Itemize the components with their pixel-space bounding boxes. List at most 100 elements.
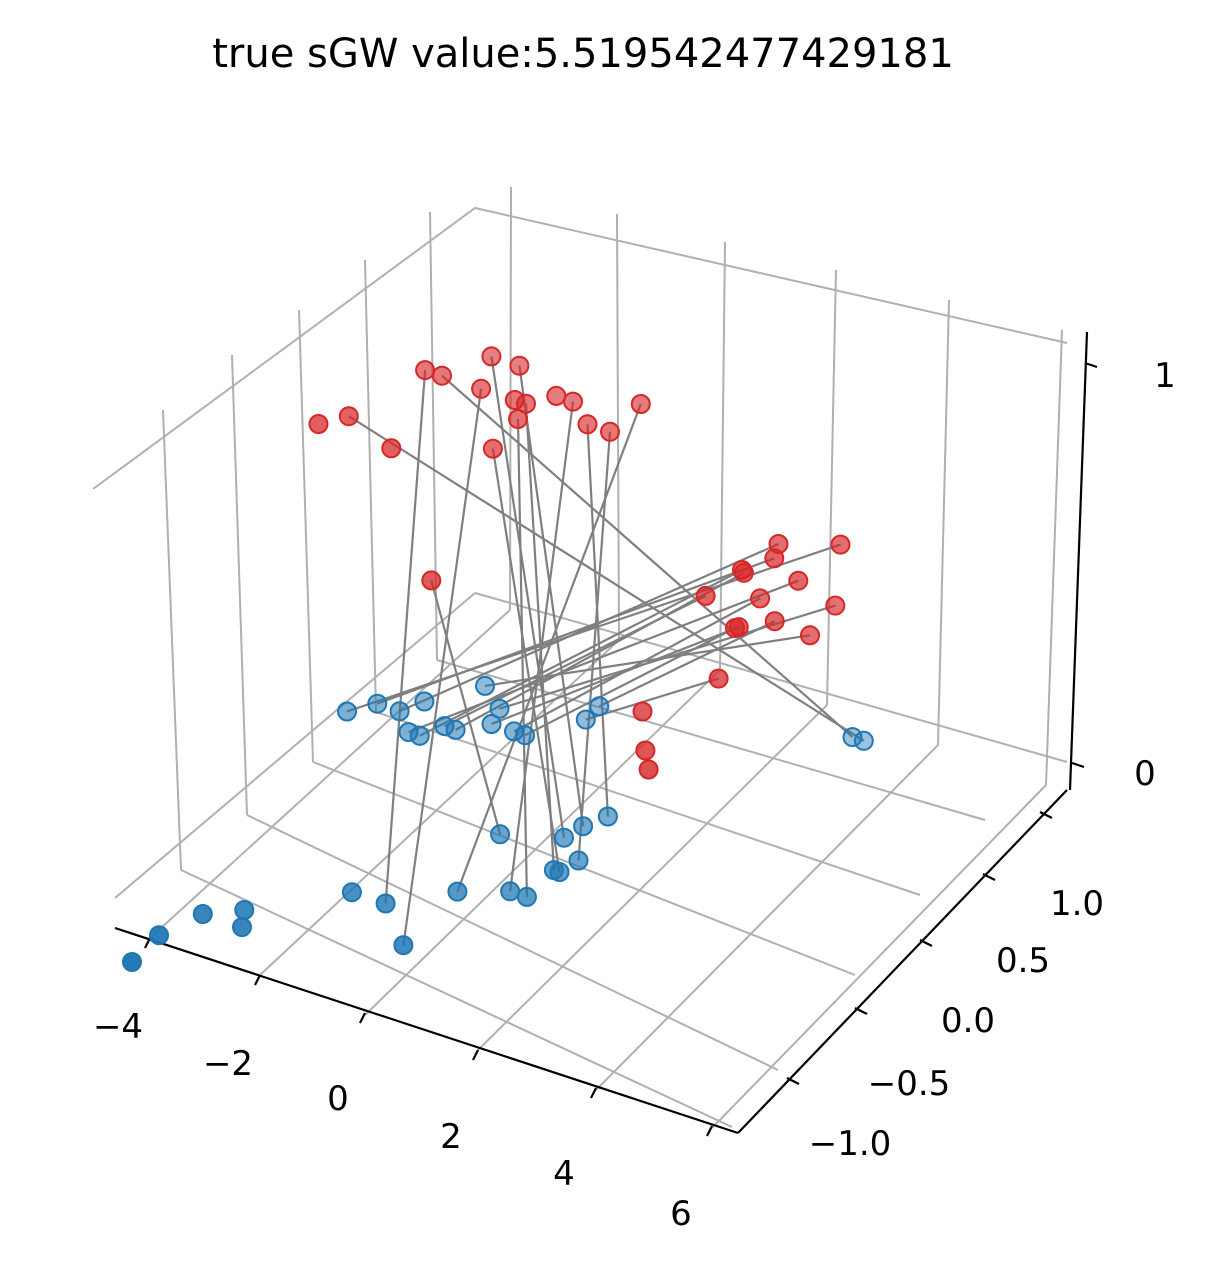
y-tick-label: 0.5 [996,941,1050,981]
x-tick-mark [472,1049,479,1061]
source-point [475,675,495,696]
target-point [638,759,659,780]
match-lines [346,356,865,946]
target-point [800,625,820,646]
source-point [414,691,435,712]
z-tick-mark [1084,361,1098,369]
source-point [500,881,521,902]
target-point [546,385,567,406]
source-point [481,714,502,734]
grid-line [259,639,620,976]
match-line [408,579,799,734]
grid-line [595,744,939,1091]
target-point [632,701,653,722]
target-point [733,562,754,583]
source-point [445,719,466,740]
source-point [393,935,414,956]
match-line [399,542,779,713]
target-point [825,595,846,616]
target-point [381,438,402,459]
x-tick-mark [359,1012,366,1024]
y-tick-label: −1.0 [809,1124,892,1164]
y-tick-label: −0.5 [868,1064,951,1104]
z-tick-mark [1071,761,1085,769]
x-tick-mark [706,1125,713,1137]
grid-line [246,814,779,1071]
target-point [481,346,502,367]
target-point [308,414,329,434]
grid-line [149,609,511,939]
target-point [600,421,620,442]
z-tick-label: 1 [1154,356,1176,396]
match-line [441,374,854,738]
y-tick-mark [1039,811,1053,819]
match-line [586,424,609,817]
match-line [348,415,865,742]
match-line [585,677,719,721]
target-point [830,534,851,555]
source-point [337,701,357,722]
match-line [346,543,841,713]
target-point [630,394,651,414]
source-point [232,917,252,938]
match-line [513,597,761,733]
x-tick-label: 6 [670,1194,692,1234]
target-point [338,406,359,427]
grid-line [429,211,438,661]
source-point [122,952,142,972]
match-line [456,403,642,892]
chart-title: true sGW value:5.519542477429181 [212,31,954,77]
source-point [597,806,618,827]
source-point [515,725,536,746]
y-tick-mark [786,1077,800,1085]
scatter-points [122,346,874,972]
target-point [635,740,656,761]
source-point [192,904,213,924]
x-tick-label: −4 [93,1007,143,1047]
target-point [421,570,442,591]
grid-line [298,309,314,763]
source-point [489,698,510,719]
source-point [842,727,863,748]
x-tick-label: 0 [327,1079,349,1119]
source-point [341,882,362,903]
y-tick-mark [854,1007,868,1015]
target-point [750,588,771,609]
pane-left-floor-edge [114,592,476,899]
source-point [575,709,596,730]
y-tick-label: 1.0 [1050,884,1104,924]
match-line [430,580,502,835]
y-tick-mark [982,873,996,881]
target-point [415,360,436,381]
target-point [788,570,809,591]
z-tick-label: 0 [1134,754,1156,794]
axes: −4 −2 0 2 4 6 −1.0 −0.5 0.0 0.5 1.0 0 1 [93,331,1176,1234]
y-tick-mark [919,939,933,947]
target-point [577,414,598,435]
match-line [524,403,555,871]
match-line [491,448,561,873]
y-tick-label: 0.0 [941,1001,995,1041]
target-point [432,365,452,386]
target-point [764,611,785,632]
x-tick-label: 2 [440,1117,462,1157]
target-point [509,355,530,376]
y-axis-line [737,789,1068,1134]
grid-line [719,241,726,671]
x-tick-mark [254,974,261,986]
x-tick-label: −2 [203,1044,253,1084]
pane-back-edge [92,206,1068,490]
match-line [518,365,585,827]
x-tick-mark [144,937,151,949]
grid-line [180,869,733,1128]
pane-floor-edge [474,592,1068,763]
target-point [508,409,528,429]
source-point [367,693,388,714]
source-point [389,701,410,722]
grid-line [1045,329,1063,786]
match-line [484,634,811,687]
x-axis-line [114,926,739,1135]
source-point [573,816,594,837]
grid-line [375,711,921,896]
